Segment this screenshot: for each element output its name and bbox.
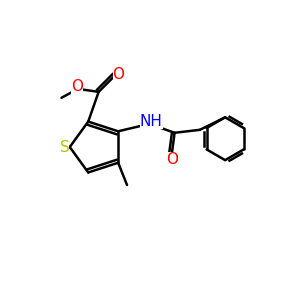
Text: S: S: [59, 140, 69, 154]
Text: NH: NH: [140, 114, 163, 129]
Text: O: O: [166, 152, 178, 167]
Text: O: O: [112, 67, 124, 82]
Text: O: O: [71, 79, 83, 94]
